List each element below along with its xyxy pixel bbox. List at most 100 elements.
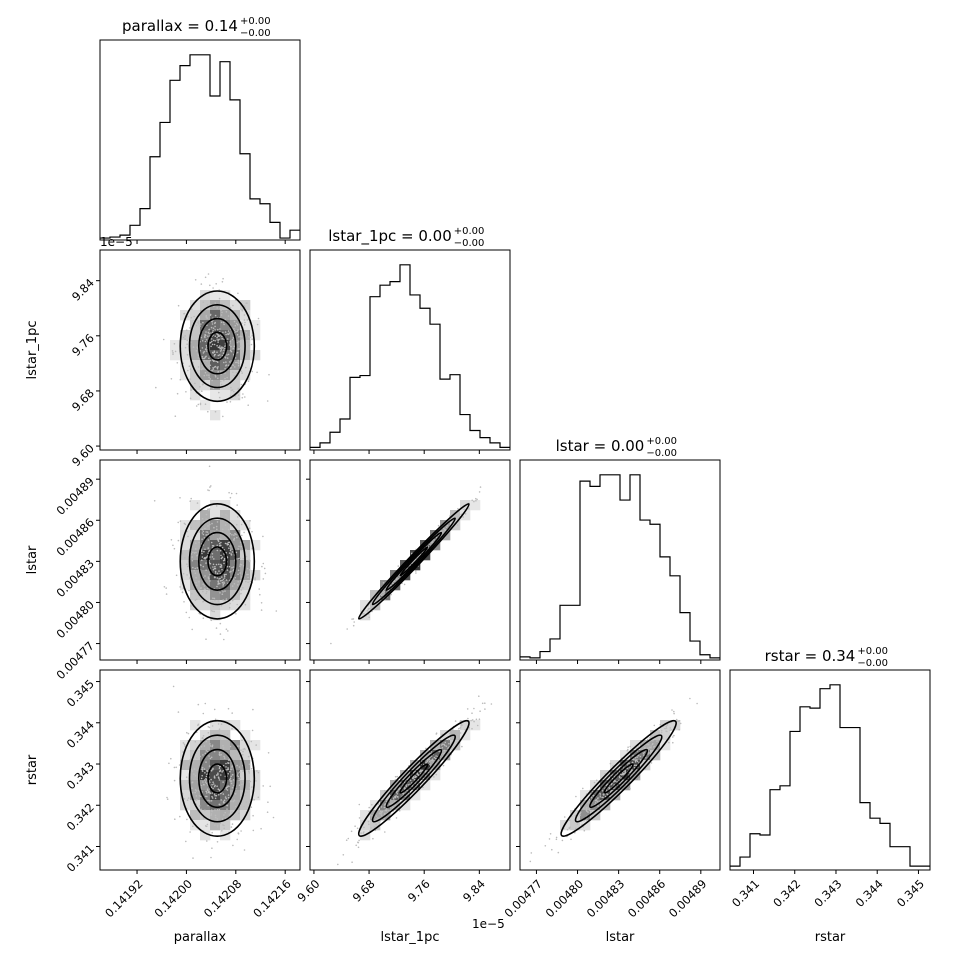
sample-point	[185, 391, 187, 393]
sample-point	[232, 592, 235, 594]
density-cell	[220, 790, 231, 801]
sample-point	[461, 745, 463, 748]
sample-point	[376, 598, 378, 601]
sample-point	[225, 762, 227, 765]
lstar-vs-lstar_1pc-frame	[309, 459, 511, 661]
sample-point	[198, 805, 201, 807]
sample-point	[205, 770, 208, 772]
density-cell	[200, 300, 211, 311]
sample-point	[405, 784, 408, 786]
parallax-1d-title-sub: −0.00	[240, 28, 271, 39]
sample-point	[212, 605, 215, 607]
sample-point	[214, 360, 216, 362]
sample-point	[175, 574, 178, 577]
sample-point	[669, 729, 671, 732]
sample-point	[245, 791, 248, 793]
sample-point	[593, 781, 596, 784]
sample-point	[240, 351, 242, 354]
sample-point	[216, 841, 219, 843]
sample-point	[267, 801, 269, 803]
sample-point	[212, 566, 214, 568]
sample-point	[194, 572, 197, 574]
sample-point	[650, 745, 652, 747]
sample-point	[256, 371, 258, 374]
sample-point	[181, 591, 184, 593]
sample-point	[209, 562, 212, 565]
density-cell	[180, 540, 191, 551]
sample-point	[243, 531, 245, 534]
sample-point	[179, 497, 181, 499]
sample-point	[234, 324, 237, 327]
sample-point	[394, 796, 396, 798]
density-cell	[220, 810, 231, 821]
sample-point	[420, 769, 422, 772]
sample-point	[209, 359, 211, 362]
sample-point	[544, 845, 547, 847]
sample-point	[575, 827, 577, 830]
density-cell	[200, 510, 211, 521]
sample-point	[251, 530, 253, 533]
density-cell	[200, 570, 211, 581]
density-cell	[200, 750, 211, 761]
sample-point	[244, 748, 246, 751]
sample-point	[237, 581, 239, 583]
sample-point	[596, 800, 599, 803]
sample-point	[219, 345, 221, 347]
sample-point	[592, 795, 595, 797]
sample-point	[210, 332, 212, 334]
sample-point	[237, 772, 239, 774]
sample-point	[218, 338, 220, 341]
sample-point	[241, 338, 243, 341]
sample-point	[381, 810, 384, 813]
sample-point	[357, 846, 360, 849]
density-cell	[180, 560, 191, 571]
sample-point	[231, 728, 233, 730]
sample-point	[205, 518, 207, 520]
sample-point	[201, 347, 204, 349]
sample-point	[219, 572, 222, 575]
sample-point	[247, 581, 249, 583]
sample-point	[360, 832, 362, 834]
sample-point	[380, 594, 383, 597]
sample-point	[225, 579, 228, 581]
density-cell	[200, 370, 211, 381]
density-cell	[210, 330, 221, 341]
sample-point	[219, 622, 222, 625]
sample-point	[206, 317, 208, 319]
contour-line	[179, 503, 256, 620]
sample-point	[186, 731, 188, 734]
sample-point	[226, 354, 228, 356]
density-cell	[600, 800, 611, 811]
sample-point	[673, 710, 675, 713]
sample-point	[201, 538, 203, 540]
sample-point	[665, 725, 667, 728]
sample-point	[211, 797, 214, 799]
sample-point	[209, 792, 211, 795]
density-cell	[200, 290, 211, 301]
parallax-1d-panel: parallax = 0.14 +0.00−0.00	[99, 16, 301, 241]
sample-point	[214, 329, 216, 331]
sample-point	[206, 750, 209, 753]
sample-point	[225, 788, 228, 790]
sample-point	[396, 793, 399, 795]
sample-point	[212, 352, 214, 354]
sample-point	[555, 838, 558, 841]
sample-point	[208, 357, 210, 360]
sample-point	[203, 557, 206, 559]
sample-point	[251, 335, 254, 337]
sample-point	[191, 556, 193, 558]
sample-point	[210, 800, 213, 802]
density-cell	[210, 560, 221, 571]
sample-point	[639, 759, 642, 761]
sample-point	[217, 723, 220, 725]
density-cell	[250, 330, 261, 341]
density-cell	[220, 370, 231, 381]
sample-point	[242, 750, 244, 753]
sample-point	[454, 720, 457, 722]
sample-point	[207, 732, 210, 734]
sample-point	[211, 556, 214, 558]
density-cell	[240, 520, 251, 531]
density-cell	[600, 790, 611, 801]
sample-point	[205, 562, 207, 564]
density-cell	[220, 300, 231, 311]
